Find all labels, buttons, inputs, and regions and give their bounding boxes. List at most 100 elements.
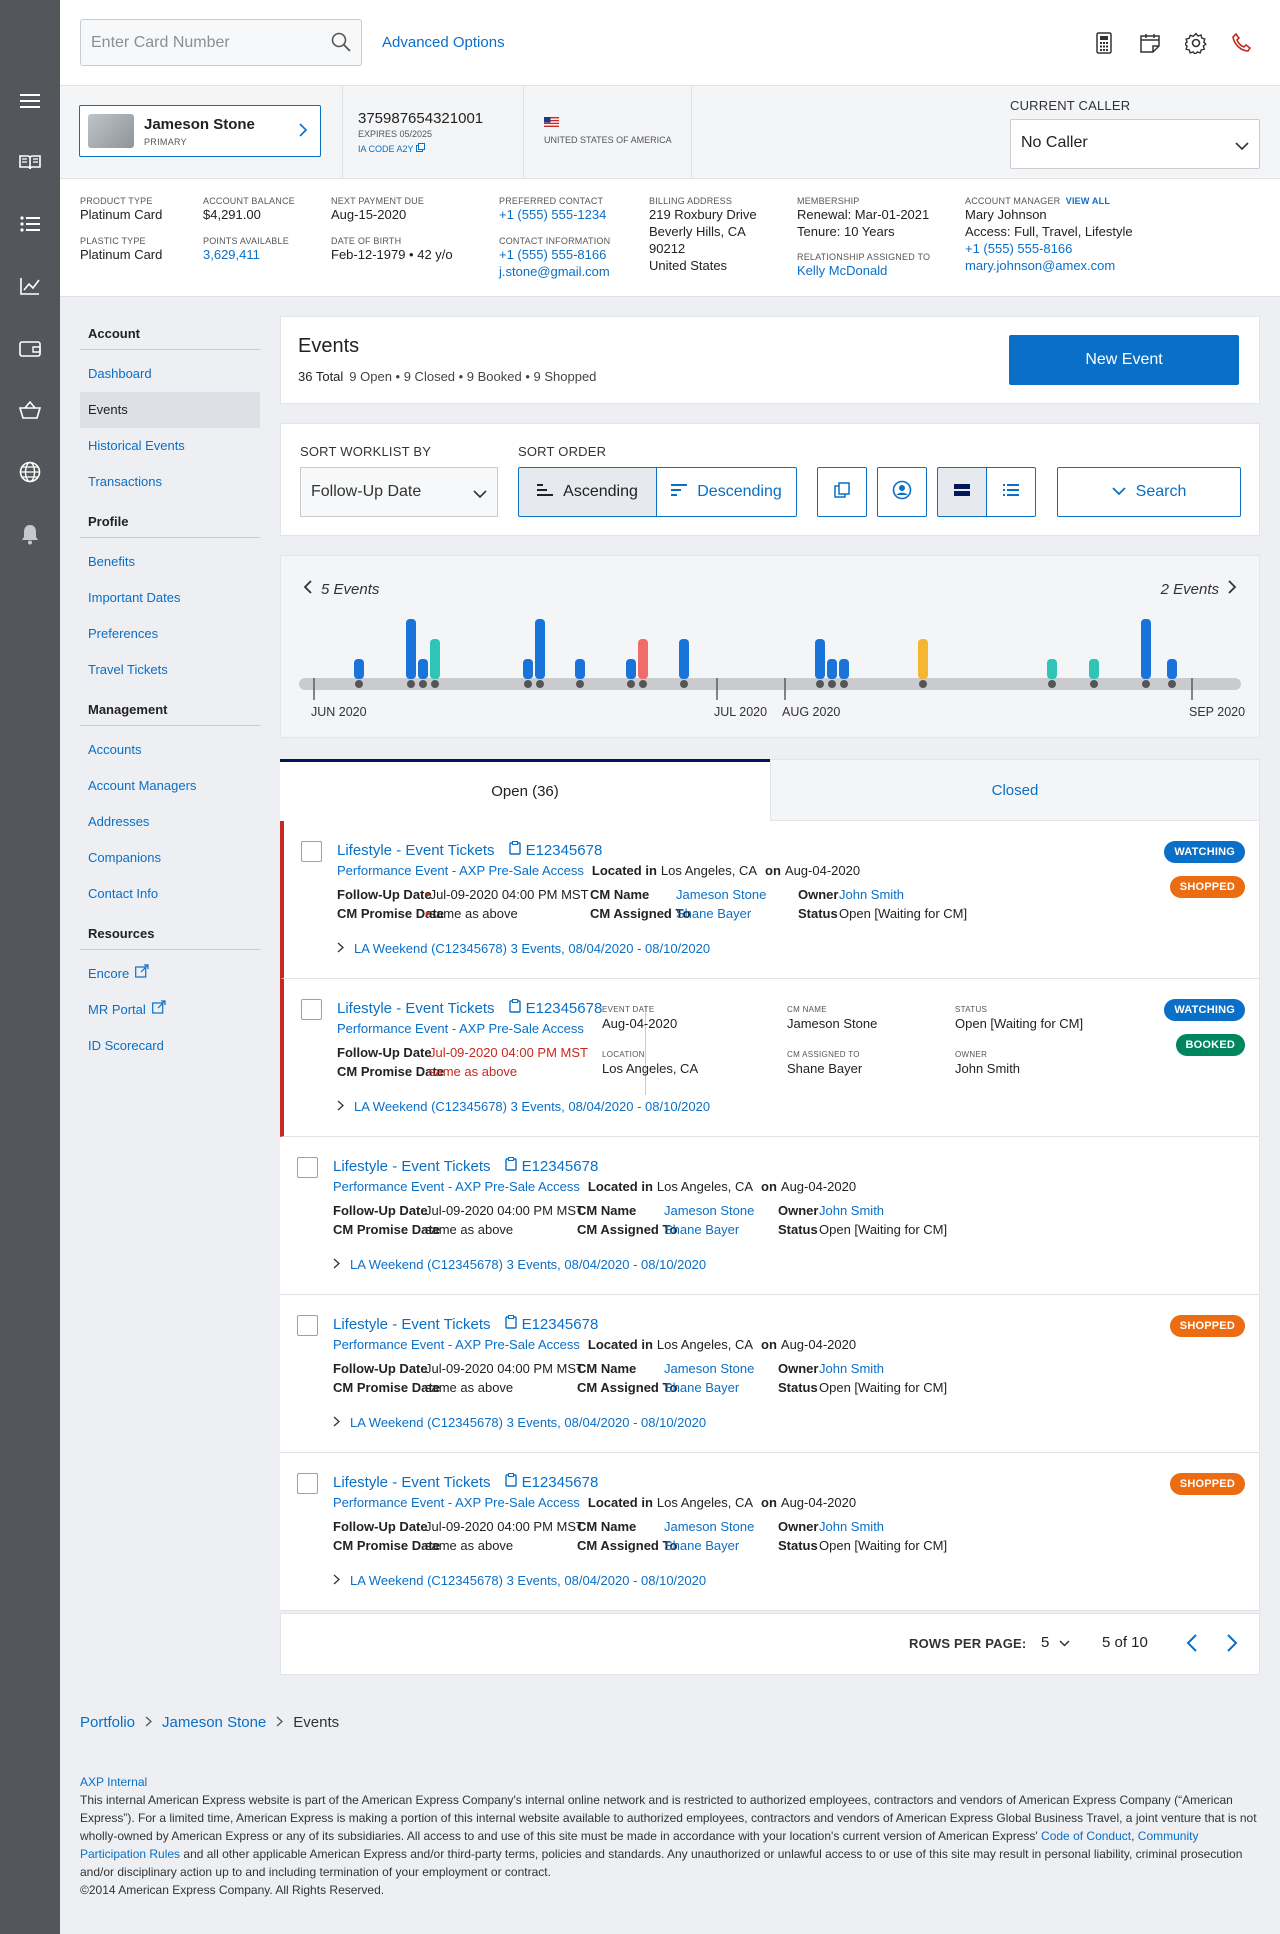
calendar-note-icon[interactable] xyxy=(1137,30,1163,56)
event-program-link[interactable]: Performance Event - AXP Pre-Sale Access xyxy=(333,1179,580,1194)
cm-name-value[interactable]: Jameson Stone xyxy=(664,1203,755,1218)
cm-name-value[interactable]: Jameson Stone xyxy=(664,1519,755,1534)
nav-item-addresses[interactable]: Addresses xyxy=(88,814,150,829)
manager-email-link[interactable]: mary.johnson@amex.com xyxy=(965,258,1116,273)
breadcrumb-customer[interactable]: Jameson Stone xyxy=(162,1714,267,1731)
calculator-icon[interactable] xyxy=(1091,30,1117,56)
assign-user-button[interactable] xyxy=(877,467,927,517)
event-title-link[interactable]: Lifestyle - Event Tickets xyxy=(333,1473,491,1491)
community-rules-link[interactable]: Community Participation Rules xyxy=(80,1829,1199,1861)
contact-phone-link[interactable]: +1 (555) 555-8166 xyxy=(499,247,607,262)
nav-item-dashboard[interactable]: Dashboard xyxy=(88,366,152,381)
nav-item-id-scorecard[interactable]: ID Scorecard xyxy=(88,1038,164,1053)
list-view-button[interactable] xyxy=(986,467,1036,517)
card-number-input[interactable] xyxy=(81,20,321,65)
card-view-button[interactable] xyxy=(937,467,987,517)
cm-assigned-value[interactable]: Shane Bayer xyxy=(664,1538,740,1553)
wallet-icon[interactable] xyxy=(15,333,45,363)
nav-item-contact-info[interactable]: Contact Info xyxy=(88,886,159,901)
nav-item-important-dates[interactable]: Important Dates xyxy=(88,590,181,605)
event-program-link[interactable]: Performance Event - AXP Pre-Sale Access xyxy=(337,863,584,878)
owner-value[interactable]: John Smith xyxy=(819,1361,885,1376)
event-row[interactable]: Lifestyle - Event Tickets E12345678 Perf… xyxy=(280,1137,1260,1295)
trip-link[interactable]: LA Weekend (C12345678) 3 Events, 08/04/2… xyxy=(333,1573,706,1588)
event-title-link[interactable]: Lifestyle - Event Tickets xyxy=(337,999,495,1017)
gear-icon[interactable] xyxy=(1183,30,1209,56)
event-title-link[interactable]: Lifestyle - Event Tickets xyxy=(337,841,495,859)
event-program-link[interactable]: Performance Event - AXP Pre-Sale Access xyxy=(333,1495,580,1510)
nav-item-accounts[interactable]: Accounts xyxy=(88,742,142,757)
row-checkbox[interactable] xyxy=(297,1473,318,1494)
clipboard-icon[interactable] xyxy=(508,841,521,859)
row-checkbox[interactable] xyxy=(297,1315,318,1336)
event-title-link[interactable]: Lifestyle - Event Tickets xyxy=(333,1157,491,1175)
basket-icon[interactable] xyxy=(15,395,45,425)
checklist-icon[interactable] xyxy=(15,209,45,239)
clipboard-icon[interactable] xyxy=(508,999,521,1017)
search-icon[interactable] xyxy=(331,32,351,57)
row-checkbox[interactable] xyxy=(301,999,322,1020)
new-event-button[interactable]: New Event xyxy=(1009,335,1239,385)
phone-icon[interactable] xyxy=(1229,30,1255,56)
preferred-phone-link[interactable]: +1 (555) 555-1234 xyxy=(499,207,607,222)
nav-item-encore[interactable]: Encore xyxy=(80,956,260,992)
cm-assigned-value[interactable]: Shane Bayer xyxy=(676,906,752,921)
event-row[interactable]: Lifestyle - Event Tickets E12345678 Perf… xyxy=(280,821,1260,979)
manager-phone-link[interactable]: +1 (555) 555-8166 xyxy=(965,241,1073,256)
chart-icon[interactable] xyxy=(15,271,45,301)
footer-title[interactable]: AXP Internal xyxy=(80,1775,148,1789)
owner-value[interactable]: John Smith xyxy=(819,1519,885,1534)
cm-name-value[interactable]: Jameson Stone xyxy=(664,1361,755,1376)
trip-link[interactable]: LA Weekend (C12345678) 3 Events, 08/04/2… xyxy=(333,1257,706,1272)
clipboard-icon[interactable] xyxy=(504,1157,517,1175)
current-caller-select[interactable]: No Caller xyxy=(1010,119,1260,169)
row-checkbox[interactable] xyxy=(297,1157,318,1178)
row-checkbox[interactable] xyxy=(301,841,322,862)
menu-icon[interactable] xyxy=(15,86,45,116)
nav-item-travel-tickets[interactable]: Travel Tickets xyxy=(88,662,168,677)
nav-item-companions[interactable]: Companions xyxy=(88,850,161,865)
tab-closed[interactable]: Closed xyxy=(770,759,1260,821)
event-title-link[interactable]: Lifestyle - Event Tickets xyxy=(333,1315,491,1333)
nav-item-events[interactable]: Events xyxy=(80,392,260,428)
copy-icon[interactable] xyxy=(415,143,425,154)
search-toggle-button[interactable]: Search xyxy=(1057,467,1241,517)
card-selector[interactable]: Jameson Stone PRIMARY xyxy=(79,105,321,157)
owner-value[interactable]: John Smith xyxy=(839,887,905,902)
advanced-options-link[interactable]: Advanced Options xyxy=(382,34,505,51)
previous-page-icon[interactable] xyxy=(1186,1633,1198,1658)
breadcrumb-portfolio[interactable]: Portfolio xyxy=(80,1714,136,1731)
contact-email-link[interactable]: j.stone@gmail.com xyxy=(499,264,610,279)
view-all-link[interactable]: VIEW ALL xyxy=(1065,196,1111,206)
nav-item-account-managers[interactable]: Account Managers xyxy=(88,778,197,793)
nav-item-transactions[interactable]: Transactions xyxy=(88,474,162,489)
ascending-button[interactable]: Ascending xyxy=(518,467,657,517)
nav-item-benefits[interactable]: Benefits xyxy=(88,554,135,569)
code-of-conduct-link[interactable]: Code of Conduct xyxy=(1041,1829,1132,1843)
globe-icon[interactable] xyxy=(15,457,45,487)
event-row[interactable]: Lifestyle - Event Tickets E12345678 Perf… xyxy=(280,1453,1260,1611)
nav-item-mr-portal[interactable]: MR Portal xyxy=(80,992,260,1028)
clipboard-icon[interactable] xyxy=(504,1315,517,1333)
trip-link[interactable]: LA Weekend (C12345678) 3 Events, 08/04/2… xyxy=(333,1415,706,1430)
cm-name-value[interactable]: Jameson Stone xyxy=(676,887,767,902)
next-page-icon[interactable] xyxy=(1226,1633,1238,1658)
event-program-link[interactable]: Performance Event - AXP Pre-Sale Access xyxy=(337,1021,584,1036)
rows-per-page-select[interactable]: 5 xyxy=(1041,1634,1070,1651)
trip-link[interactable]: LA Weekend (C12345678) 3 Events, 08/04/2… xyxy=(337,1099,710,1114)
nav-item-historical-events[interactable]: Historical Events xyxy=(88,438,185,453)
event-program-link[interactable]: Performance Event - AXP Pre-Sale Access xyxy=(333,1337,580,1352)
timeline-next[interactable]: 2 Events xyxy=(1161,579,1237,599)
nav-item-preferences[interactable]: Preferences xyxy=(88,626,159,641)
tab-open[interactable]: Open (36) xyxy=(280,759,770,821)
event-row[interactable]: Lifestyle - Event Tickets E12345678 Perf… xyxy=(280,1295,1260,1453)
cm-assigned-value[interactable]: Shane Bayer xyxy=(664,1222,740,1237)
event-row[interactable]: Lifestyle - Event Tickets E12345678 Perf… xyxy=(280,979,1260,1137)
trip-link[interactable]: LA Weekend (C12345678) 3 Events, 08/04/2… xyxy=(337,941,710,956)
copy-button[interactable] xyxy=(817,467,867,517)
relationship-link[interactable]: Kelly McDonald xyxy=(797,263,888,278)
owner-value[interactable]: John Smith xyxy=(819,1203,885,1218)
points-link[interactable]: 3,629,411 xyxy=(203,247,260,262)
descending-button[interactable]: Descending xyxy=(656,467,797,517)
sort-by-select[interactable]: Follow-Up Date xyxy=(300,467,498,517)
